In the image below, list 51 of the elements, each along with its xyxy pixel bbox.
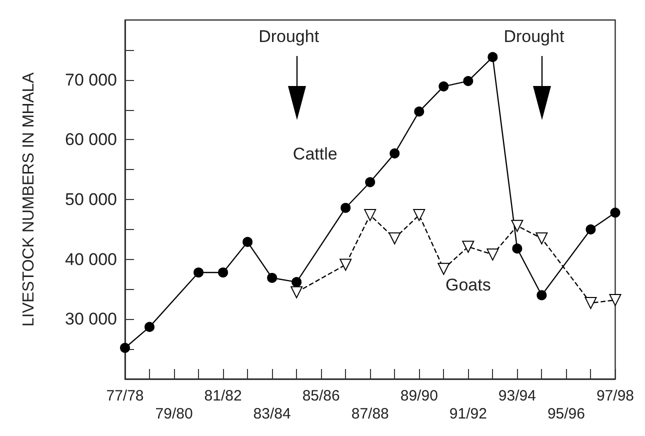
x-tick-label: 87/88 (351, 406, 389, 422)
point (610, 208, 620, 218)
x-tick-label: 81/82 (204, 388, 242, 404)
point (511, 220, 524, 232)
y-tick-label: 60 000 (65, 130, 117, 150)
point (120, 342, 130, 353)
point (388, 232, 401, 244)
point (242, 236, 253, 247)
point (267, 272, 278, 283)
point (290, 286, 303, 298)
x-tick-label: 79/80 (155, 406, 193, 422)
point (463, 76, 474, 86)
point (194, 268, 204, 278)
x-tick-label: 95/96 (547, 406, 585, 422)
point (609, 294, 622, 306)
x-tick-label: 91/92 (449, 406, 487, 422)
x-tick-label: 93/94 (498, 388, 536, 404)
x-tick-label: 85/86 (302, 388, 340, 404)
annotation: Drought (258, 27, 320, 46)
annotation: Drought (504, 27, 564, 46)
point (512, 244, 522, 254)
point (390, 148, 400, 158)
point (292, 277, 302, 288)
point (438, 262, 450, 275)
series-label: Goats (445, 275, 491, 294)
y-tick-label: 50 000 (65, 190, 117, 209)
point (486, 248, 499, 261)
point (218, 268, 228, 278)
point (536, 232, 548, 244)
x-tick-label: 89/90 (400, 388, 438, 404)
x-tick-label: 83/84 (253, 406, 291, 422)
point (340, 258, 352, 271)
point (584, 297, 597, 310)
x-tick-label: 97/98 (596, 388, 634, 404)
point (340, 202, 351, 213)
series-label: Cattle (292, 144, 338, 164)
y-axis-title: LIVESTOCK NUMBERS IN MHALA (20, 72, 38, 326)
x-tick-label: 77/78 (106, 388, 144, 404)
point (365, 177, 376, 188)
point (414, 106, 424, 117)
y-tick-label: 70 000 (65, 70, 117, 90)
point (586, 224, 596, 234)
point (536, 290, 547, 300)
point (438, 81, 449, 92)
point (488, 52, 498, 62)
point (462, 240, 474, 253)
point (364, 209, 376, 222)
y-tick-label: 40 000 (65, 250, 117, 269)
point (413, 209, 426, 222)
point (144, 322, 155, 332)
y-tick-label: 30 000 (65, 310, 117, 329)
